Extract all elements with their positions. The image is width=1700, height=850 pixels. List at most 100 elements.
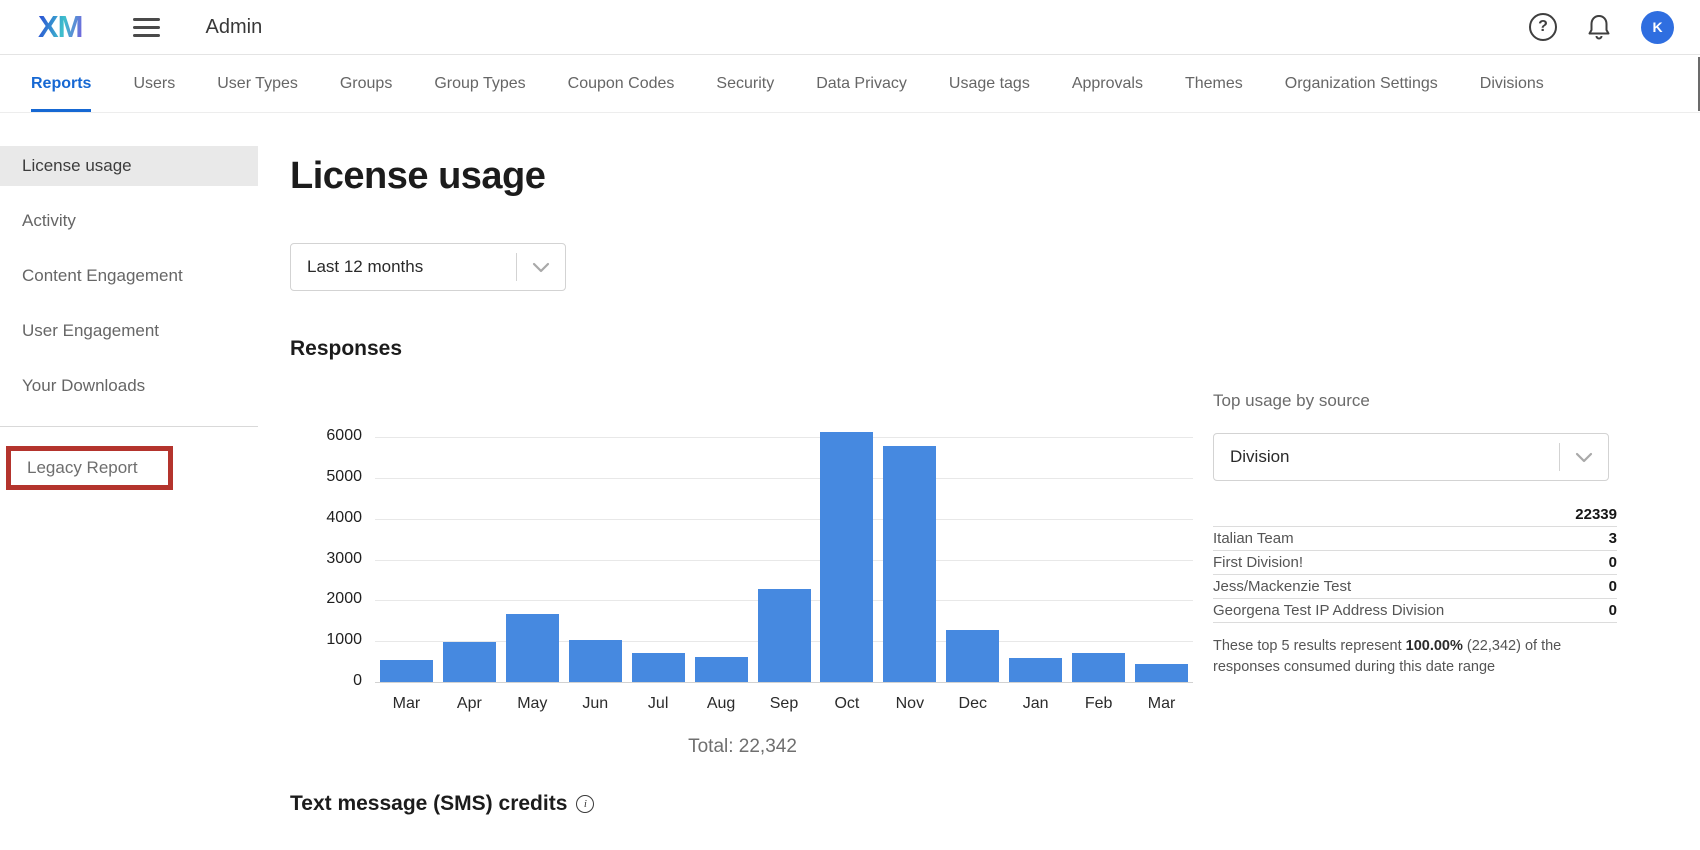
bar-sep-6[interactable] — [757, 588, 811, 682]
reports-sidebar: License usage Activity Content Engagement U… — [0, 113, 258, 490]
x-axis-label: Mar — [1147, 695, 1176, 712]
x-axis-label: Sep — [769, 695, 799, 712]
y-axis-tick: 1000 — [326, 631, 362, 649]
tab-organization-settings[interactable]: Organization Settings — [1284, 74, 1438, 92]
sidebar-divider — [0, 426, 258, 427]
sidebar-item-label: Legacy Report — [27, 458, 138, 477]
responses-section-title: Responses — [290, 337, 403, 360]
tab-reports[interactable]: Reports — [31, 55, 112, 112]
bar-mar-0[interactable] — [379, 659, 433, 682]
bar-jan-10[interactable] — [1009, 658, 1063, 682]
usage-row-value: 22339 — [1575, 506, 1617, 523]
y-axis-tick: 0 — [353, 672, 362, 689]
page-title: License usage — [290, 155, 546, 197]
usage-source-dropdown[interactable]: Division — [1213, 433, 1609, 481]
date-range-dropdown[interactable]: Last 12 months — [290, 243, 566, 291]
usage-row: Jess/Mackenzie Test 0 — [1213, 575, 1617, 599]
notifications-bell-icon[interactable] — [1587, 14, 1611, 40]
x-axis-label: Dec — [958, 695, 987, 712]
responses-section: 6000 5000 4000 3000 2000 1000 0 Mar Apr May Jun Jul… — [290, 375, 1700, 720]
usage-rows: 22339 Italian Team 3 First Division! 0 Jess/M… — [1213, 503, 1617, 623]
top-usage-title: Top usage by source — [1213, 391, 1370, 410]
usage-row-label: Italian Team — [1213, 530, 1294, 547]
y-axis-tick: 2000 — [326, 590, 362, 608]
scrollbar-thumb[interactable] — [1698, 57, 1700, 111]
sms-credits-title: Text message (SMS) credits i — [290, 792, 1700, 816]
content-area: License usage Activity Content Engagement U… — [0, 113, 1700, 816]
bar-aug-5[interactable] — [694, 657, 748, 682]
tab-approvals[interactable]: Approvals — [1071, 74, 1143, 92]
sidebar-item-activity[interactable]: Activity — [22, 211, 76, 230]
bar-apr-1[interactable] — [442, 641, 496, 682]
tab-user-types[interactable]: User Types — [217, 74, 298, 92]
gridline-4000 — [375, 518, 1193, 520]
bar-feb-11[interactable] — [1072, 653, 1126, 682]
gridline-5000 — [375, 477, 1193, 479]
usage-source-value: Division — [1230, 447, 1290, 466]
bar-nov-8[interactable] — [883, 445, 937, 682]
y-axis-tick: 3000 — [326, 549, 362, 567]
tab-usage-tags[interactable]: Usage tags — [948, 74, 1030, 92]
x-axis-label: Apr — [456, 695, 482, 712]
bar-jul-4[interactable] — [631, 652, 685, 682]
hamburger-menu-icon[interactable] — [132, 13, 160, 42]
tab-data-privacy[interactable]: Data Privacy — [816, 74, 907, 92]
tab-themes[interactable]: Themes — [1184, 74, 1243, 92]
chart-total-label: Total: 22,342 — [688, 736, 797, 757]
x-axis-label: Mar — [392, 695, 421, 712]
top-bar: XM Admin ? K — [0, 0, 1700, 55]
bar-may-2[interactable] — [505, 613, 559, 682]
tab-groups[interactable]: Groups — [339, 74, 393, 92]
admin-tab-bar: Reports Users User Types Groups Group Types C… — [0, 55, 1700, 113]
sidebar-item-user-engagement[interactable]: User Engagement — [22, 321, 160, 340]
chevron-down-icon — [517, 262, 565, 273]
sidebar-item-license-usage[interactable]: License usage — [0, 146, 258, 186]
tab-users[interactable]: Users — [133, 74, 176, 92]
tab-group-types[interactable]: Group Types — [434, 74, 526, 92]
chevron-down-icon — [1560, 452, 1608, 463]
tab-coupon-codes[interactable]: Coupon Codes — [567, 74, 675, 92]
sidebar-item-content-engagement[interactable]: Content Engagement — [22, 266, 183, 285]
x-axis-label: Nov — [895, 695, 925, 712]
sidebar-item-your-downloads[interactable]: Your Downloads — [22, 376, 146, 395]
x-axis-label: Oct — [834, 695, 860, 712]
bar-jun-3[interactable] — [568, 639, 622, 682]
bar-dec-9[interactable] — [946, 630, 1000, 682]
y-axis-tick: 5000 — [326, 467, 362, 485]
usage-row: Georgena Test IP Address Division 0 — [1213, 599, 1617, 623]
usage-row-label: Georgena Test IP Address Division — [1213, 602, 1445, 619]
bar-mar-12[interactable] — [1135, 664, 1189, 682]
date-range-value: Last 12 months — [307, 257, 424, 276]
main-panel: License usage Last 12 months Responses 6… — [258, 113, 1700, 816]
help-icon[interactable]: ? — [1529, 13, 1557, 41]
x-axis-label: May — [517, 695, 548, 712]
usage-row: Italian Team 3 — [1213, 527, 1617, 551]
x-axis-label: Jan — [1022, 695, 1049, 712]
x-axis-label: Feb — [1084, 695, 1113, 712]
app-title: Admin — [205, 15, 263, 38]
usage-row: First Division! 0 — [1213, 551, 1617, 575]
usage-footnote: These top 5 results represent 100.00% (2… — [1213, 638, 1562, 675]
dropdown-separator — [516, 253, 517, 281]
usage-row-value: 0 — [1608, 554, 1617, 571]
usage-row: 22339 — [1213, 503, 1617, 527]
x-axis-label: Jul — [647, 695, 669, 712]
tab-divisions[interactable]: Divisions — [1479, 74, 1544, 92]
info-icon[interactable]: i — [576, 795, 595, 813]
user-avatar[interactable]: K — [1641, 10, 1674, 44]
usage-row-label: First Division! — [1213, 554, 1304, 571]
gridline-0 — [375, 682, 1193, 683]
usage-row-value: 3 — [1608, 530, 1617, 547]
xm-logo: XM — [38, 9, 83, 44]
responses-bar-chart: 6000 5000 4000 3000 2000 1000 0 Mar Apr May Jun Jul… — [290, 375, 1195, 720]
top-usage-panel: Top usage by source Division 22339 Italia… — [1213, 375, 1617, 720]
tab-security[interactable]: Security — [716, 74, 775, 92]
sidebar-item-legacy-report annotation-red-box[interactable]: Legacy Report — [6, 446, 173, 490]
bar-oct-7[interactable] — [820, 431, 874, 682]
x-axis-label: Aug — [706, 695, 736, 712]
x-axis-label: Jun — [582, 695, 609, 712]
y-axis-tick: 4000 — [326, 508, 362, 526]
usage-row-label: Jess/Mackenzie Test — [1213, 578, 1352, 595]
gridline-3000 — [375, 559, 1193, 561]
